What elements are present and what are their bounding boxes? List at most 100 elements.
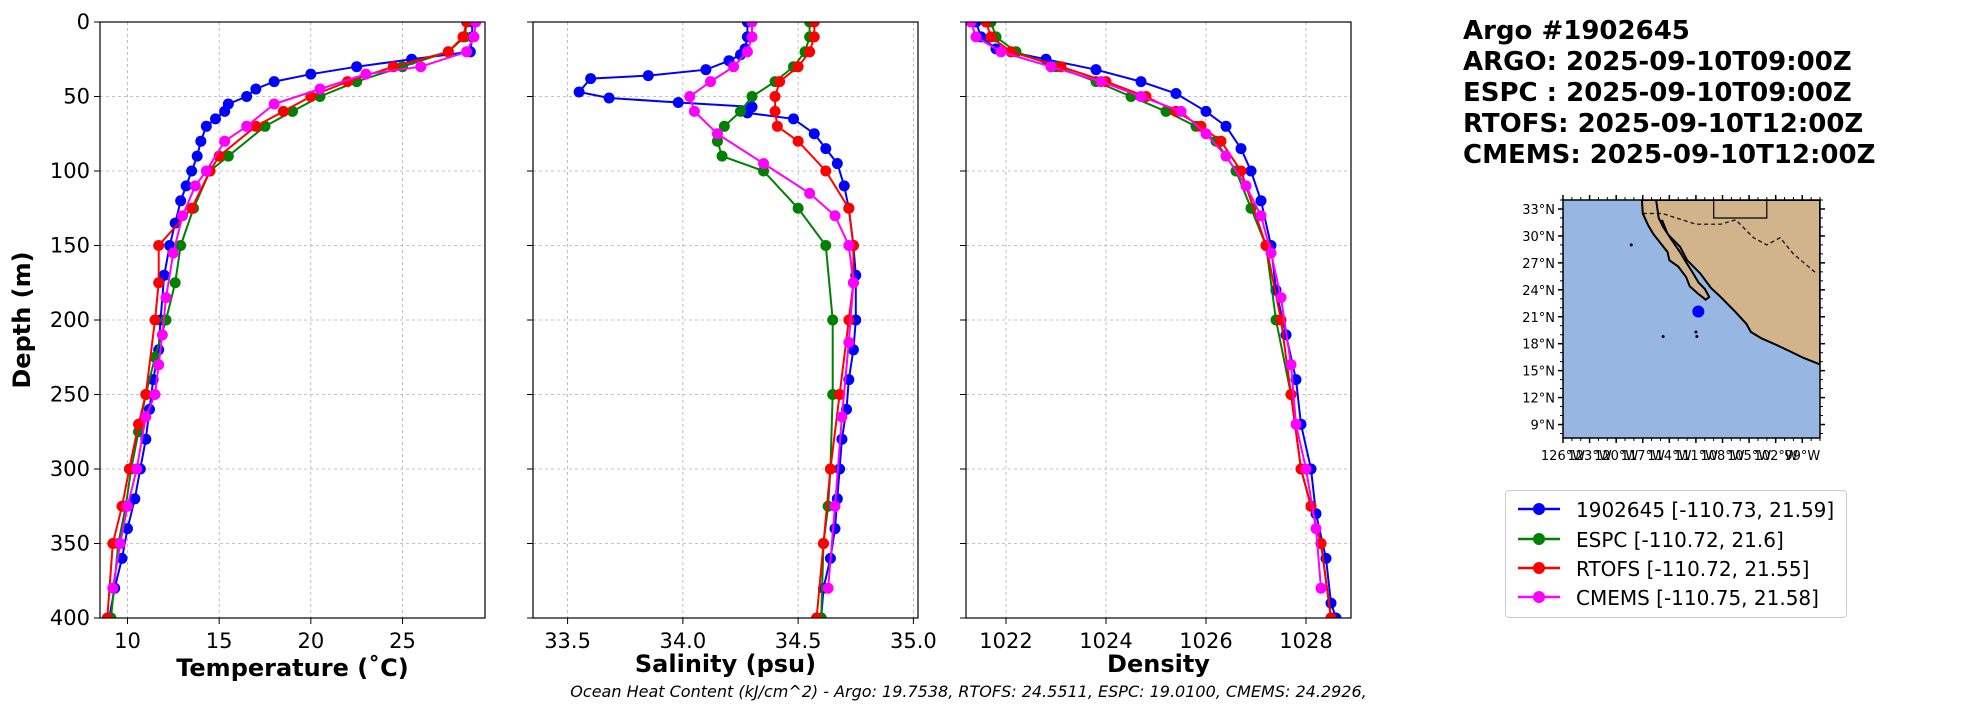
point-argo [351, 61, 363, 73]
point-argo [829, 523, 841, 535]
point-cmems [829, 500, 841, 512]
legend-item-argo: 1902645 [-110.73, 21.59] [1512, 495, 1842, 523]
point-cmems [966, 22, 977, 28]
point-argo [1200, 105, 1212, 117]
point-argo [1235, 143, 1247, 155]
point-cmems [843, 336, 855, 348]
legend-item-cmems: CMEMS [-110.75, 21.58] [1512, 583, 1842, 611]
point-argo [1220, 120, 1232, 132]
point-espc [820, 240, 832, 251]
point-cmems [107, 582, 119, 594]
point-cmems [847, 277, 859, 289]
series-argo [573, 22, 862, 618]
point-argo [1325, 597, 1337, 609]
point-rtofs [186, 202, 198, 214]
point-rtofs [1285, 389, 1297, 400]
point-argo [1170, 88, 1182, 100]
series-cmems [684, 22, 859, 594]
point-cmems [114, 538, 126, 549]
point-rtofs [843, 202, 855, 214]
point-argo [1245, 165, 1257, 177]
point-cmems [1220, 150, 1232, 162]
point-cmems [746, 22, 758, 28]
map-lon-label: 123°W [1568, 449, 1612, 464]
y-tick-label: 50 [63, 85, 90, 109]
legend-item-espc: ESPC [-110.72, 21.6] [1512, 525, 1842, 553]
y-tick-label: 350 [50, 532, 90, 556]
point-cmems [684, 91, 696, 102]
y-tick-label: 300 [50, 457, 90, 481]
y-tick-label: 100 [50, 159, 90, 183]
point-rtofs [843, 314, 855, 326]
map-border-us-mexico [1642, 212, 1816, 274]
point-cmems [1135, 91, 1147, 102]
map-lat-label: 18°N [1522, 338, 1555, 353]
x-tick-label: 20 [297, 629, 324, 653]
point-rtofs [769, 105, 781, 117]
point-cmems [1175, 105, 1187, 117]
point-cmems [470, 22, 482, 28]
point-cmems [741, 46, 753, 58]
line-cmems [111, 22, 477, 589]
point-argo [116, 552, 128, 564]
y-tick-label: 200 [50, 308, 90, 332]
x-tick-label: 25 [389, 629, 416, 653]
point-cmems [160, 292, 172, 304]
ohc-note: Ocean Heat Content (kJ/cm^2) - Argo: 19.… [570, 682, 1367, 701]
point-argo [210, 113, 221, 125]
point-cmems [688, 105, 700, 117]
legend-label-rtofs: RTOFS [-110.72, 21.55] [1576, 557, 1810, 581]
figure-title: Argo #1902645 ARGO: 2025-09-10T09:00Z ES… [1463, 16, 1875, 171]
map-lat-label: 12°N [1522, 392, 1555, 407]
map-lon-label: 102°W [1754, 449, 1798, 464]
title-line-float: Argo #1902645 [1463, 16, 1690, 46]
map-lat-label: 9°N [1531, 419, 1556, 434]
legend: 1902645 [-110.73, 21.59] ESPC [-110.72, … [1505, 490, 1847, 618]
title-line-espc-time: ESPC : 2025-09-10T09:00Z [1463, 78, 1852, 108]
point-argo [191, 150, 203, 162]
y-axis-title: Depth (m) [8, 251, 36, 388]
point-espc [827, 314, 839, 326]
point-rtofs [985, 31, 997, 43]
point-argo [195, 135, 207, 147]
y-tick-label: 0 [77, 10, 90, 34]
point-argo [808, 128, 820, 140]
point-rtofs [250, 120, 262, 132]
x-tick-label: 1024 [1079, 629, 1132, 653]
point-cmems [1315, 582, 1327, 594]
line-argo [577, 22, 857, 618]
series-cmems [107, 22, 482, 594]
point-cmems [360, 68, 372, 80]
map-lon-label: 99°W [1784, 449, 1820, 464]
point-argo [129, 493, 141, 505]
point-cmems [415, 61, 427, 73]
point-espc [716, 150, 728, 162]
x-tick-label: 1022 [979, 629, 1032, 653]
point-rtofs [804, 46, 816, 58]
point-cmems [829, 210, 841, 222]
panel-2: 33.5 34.0 34.5 35.0 Salinity (psu) [527, 21, 937, 678]
x-tick-label: 10 [114, 629, 141, 653]
map-lat-label: 21°N [1522, 311, 1555, 326]
point-cmems [705, 76, 717, 88]
point-argo [1255, 195, 1267, 207]
panel-3: 1022 1024 1026 1028 Density [960, 21, 1352, 678]
x-axis-title: Salinity (psu) [635, 650, 816, 678]
map-float-marker [1692, 305, 1705, 318]
x-tick-label: 34.5 [775, 629, 822, 653]
line-argo [975, 22, 1337, 618]
inset-map: 33°N 30°N 27°N 24°N 21°N 18°N 15°N 12°N 9°N 126°W… [1522, 195, 1825, 464]
point-rtofs [457, 31, 469, 43]
point-rtofs [808, 22, 820, 28]
map-lat-label: 33°N [1522, 203, 1555, 218]
legend-swatch-espc [1518, 533, 1560, 545]
point-rtofs [133, 418, 144, 430]
point-argo [250, 83, 262, 95]
point-cmems [122, 500, 133, 512]
point-argo [820, 143, 832, 155]
point-rtofs [1215, 135, 1227, 147]
point-rtofs [140, 389, 152, 400]
series-rtofs [769, 22, 859, 618]
point-argo [1090, 64, 1102, 76]
